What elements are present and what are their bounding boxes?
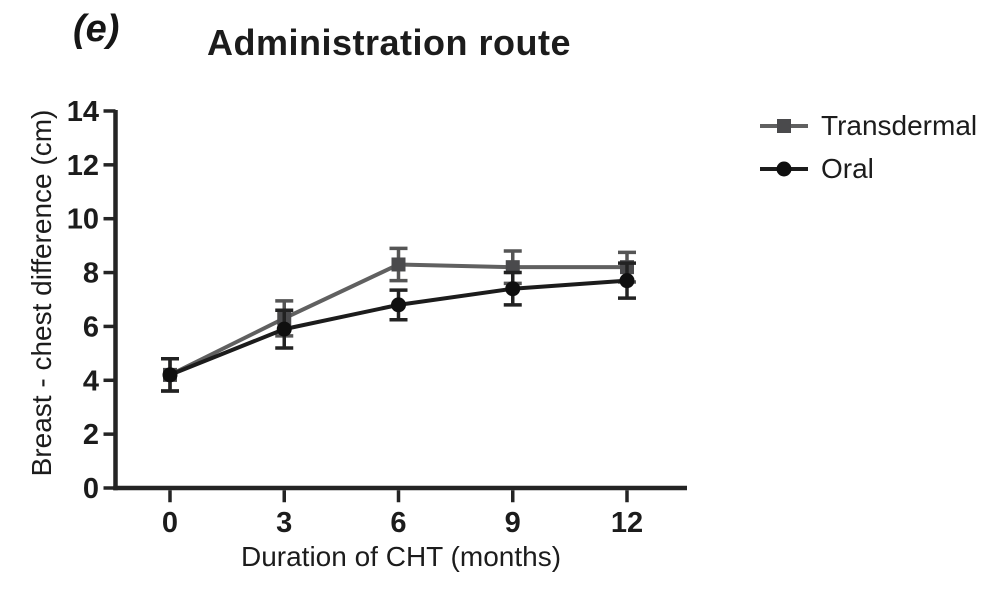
x-tick-label: 0 [162, 507, 178, 539]
y-tick-label: 0 [83, 473, 99, 505]
oral-circle-marker-icon [760, 161, 808, 176]
legend-label-oral: Oral [821, 152, 874, 184]
y-tick-label: 14 [67, 96, 99, 128]
circle-marker-icon [391, 297, 406, 313]
series-oral [161, 261, 636, 393]
x-axis-title: Duration of CHT (months) [240, 541, 562, 572]
x-tick-label: 9 [505, 507, 521, 539]
circle-marker-icon [505, 281, 521, 297]
y-tick-label: 8 [83, 258, 99, 290]
panel-label: (e) [73, 8, 120, 50]
y-tick-label: 2 [83, 419, 99, 451]
legend: Transdermal Oral [760, 107, 977, 187]
legend-item-oral: Oral [760, 150, 977, 187]
x-axis-ticks: 0 3 6 9 12 [162, 490, 643, 539]
transdermal-square-marker-icon [760, 118, 808, 133]
circle-marker-icon [276, 321, 292, 337]
x-tick-label: 12 [611, 507, 643, 539]
square-marker-icon [505, 260, 520, 275]
y-tick-label: 6 [83, 311, 99, 343]
y-tick-label: 4 [83, 365, 99, 397]
x-tick-label: 6 [390, 507, 406, 539]
x-tick-label: 3 [276, 507, 292, 539]
legend-item-transdermal: Transdermal [760, 107, 977, 144]
y-axis-ticks: 0 2 4 6 8 10 12 14 [67, 96, 116, 505]
chart-title: Administration route [206, 22, 571, 63]
y-tick-label: 10 [67, 204, 99, 236]
y-tick-label: 12 [67, 150, 99, 182]
legend-label-transdermal: Transdermal [821, 109, 978, 141]
circle-marker-icon [619, 273, 635, 289]
square-marker-icon [391, 257, 406, 272]
circle-marker-icon [162, 367, 178, 383]
axes [113, 109, 687, 491]
y-axis-title: Breast - chest difference (cm) [26, 109, 57, 477]
